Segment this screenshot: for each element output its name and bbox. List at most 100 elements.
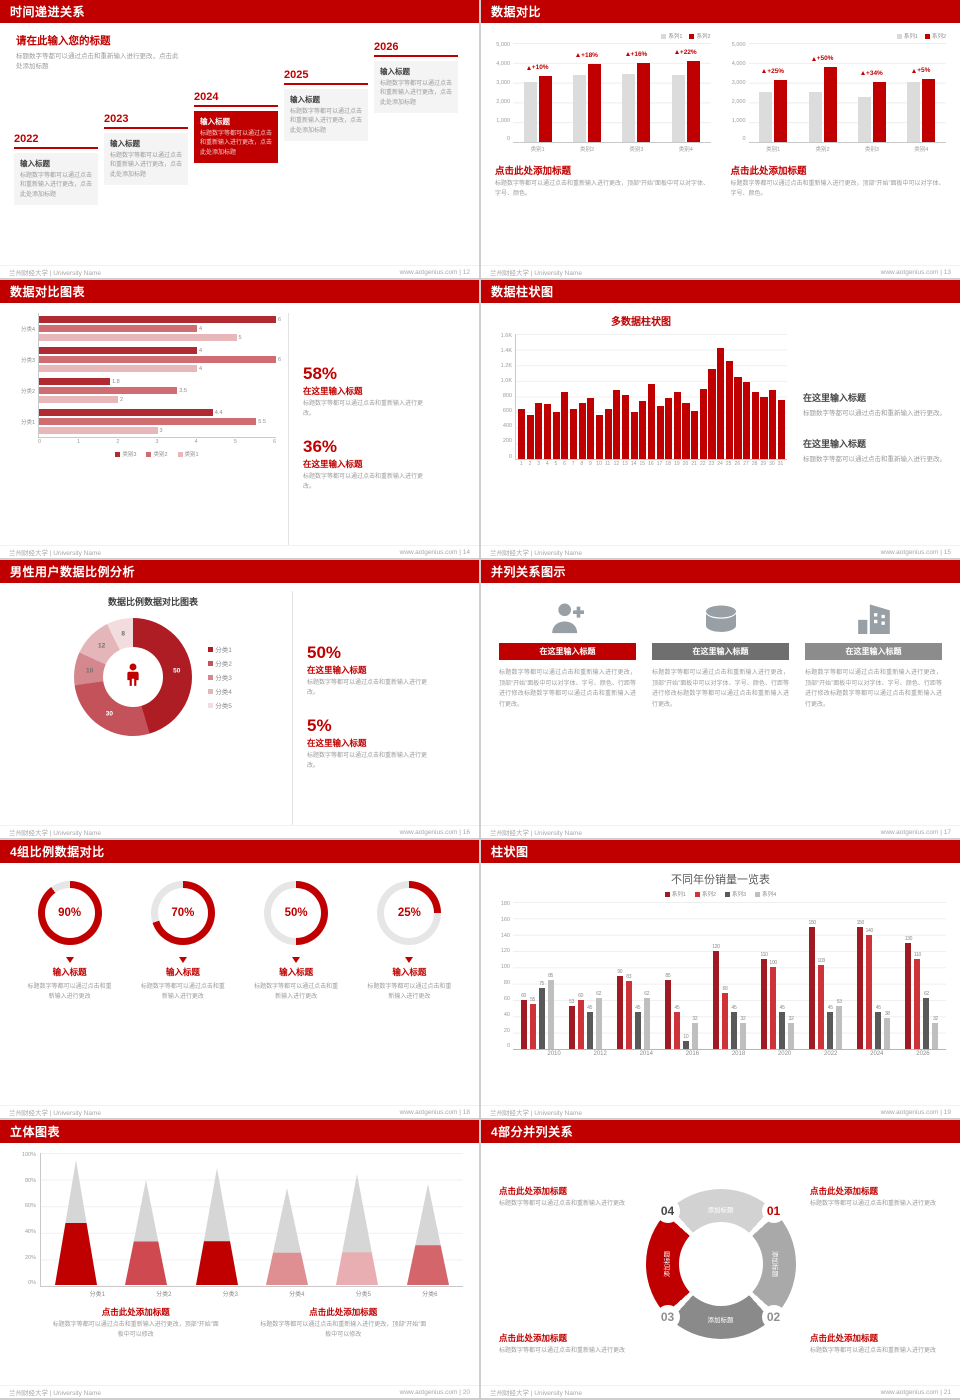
value-label: 38 [884,1010,890,1017]
series2-bar [538,76,552,142]
horizontal-bar-chart: 分类4 6 4 5 分类3 4 6 4 分类2 1.8 3.5 2 分类1 4.4 5.5 3 0 1 2 3 4 5 6 类… [14,313,281,545]
footer-separator: | [457,1388,463,1396]
gauge-percent: 25% [397,907,421,919]
donut-chart: 50 30 10 12 8 [74,618,193,736]
slide-body: 不同年份销量一览表 系列1 系列2 系列3 系列4 180 160 140 120 100 80… [481,863,960,1105]
slide-16-donut-analysis[interactable]: 男性用户数据比例分析 数据比例数据对比图表 50 30 10 12 8 分类1 分类2 分类… [0,560,479,838]
column-bar [630,412,638,459]
column: 10 [681,902,690,1049]
slide-12-timeline[interactable]: 时间递进关系 请在此输入您的标题 标题数字等都可以通过点击和重新输入进行更改，点… [0,0,479,278]
caption-title: 点击此处添加标题 [309,1307,378,1317]
column-bar [730,1012,737,1049]
column: 45 [672,902,681,1049]
footer-separator: | [938,1388,944,1396]
bar-group: 90 83 45 62 [615,902,651,1049]
column-bar [538,987,545,1049]
cycle-diagram: 添加标题 添加标题 添加标题 添加标题 01 02 03 04 [645,1189,796,1339]
slide-14-hbar-chart[interactable]: 数据对比图表 分类4 6 4 5 分类3 4 6 4 分类2 1.8 3.5 2 分类1 4.4 5.5 3 0… [0,280,479,558]
column: 83 [624,902,633,1049]
stat-block: 58% 在这里输入标题 标题数字等都可以通过点击和重新输入进行更改。 [303,365,465,420]
slide-18-ratio-gauges[interactable]: 4组比例数据对比 90% 输入标题 标题数字等都可以通过点击和重新输入进行更改 70%… [0,840,479,1118]
column: 62 [922,902,931,1049]
legend-label: 系列1 [671,892,686,898]
column-bar [866,934,873,1049]
value-label: 4.4 [214,409,223,416]
x-tick-label: 27 [743,461,749,467]
bar-group: 85 45 10 32 [663,902,699,1049]
person-plus-icon [499,595,636,643]
column-title-banner: 在这里输入标题 [805,643,942,660]
y-axis: 1.6K 1.4K 1.2K 1.0K 800 600 400 200 0 [495,333,515,460]
y-tick-label: 80% [24,1177,36,1184]
x-tick-label: 31 [777,461,784,467]
hbar [39,316,276,323]
legend-swatch [924,33,930,39]
x-tick-label: 1 [77,439,81,445]
legend-label: 系列3 [732,892,747,898]
column: 62 [642,902,651,1049]
category-label: 分类2 [20,388,35,395]
column-body: 标题数字等都可以通过点击和重新输入进行更改，顶部“开始”面板中可以对字体、字号、… [652,670,789,708]
text-block: 点击此处添加标题 标题数字等都可以通过点击和重新输入进行更改 [810,1185,942,1210]
column-bar [656,405,664,459]
footer-right: www.aotgenius.com | 21 [881,1389,951,1396]
column-bar [682,1040,689,1049]
slide-footer: 兰州财经大学 | University Name www.aotgenius.c… [0,265,479,278]
hbar [39,347,197,354]
value-label: 130 [904,935,913,942]
value-label: 2 [119,396,124,403]
column-bar [691,410,699,459]
slide-20-3d-cones[interactable]: 立体图表 100% 80% 60% 40% 20% 0% 分类1 分类2 分类3 分类4 分类5 分… [0,1120,479,1398]
value-label: 6 [278,316,282,323]
slide-title: 时间递进关系 [10,5,86,19]
x-tick-label: 10 [596,461,602,467]
column-body: 标题数字等都可以通过点击和重新输入进行更改，顶部“开始”面板中可以对字体、字号、… [805,670,942,708]
value-label: 32 [932,1015,938,1022]
timeline-item: 2025 输入标题 标题数字等都可以通过点击和重新输入进行更改，点击此处添加标题 [284,69,368,141]
text-block: 在这里输入标题 标题数字等都可以通过点击和重新输入进行更改。 [803,437,946,465]
y-tick-label: 120 [500,948,510,955]
slide-13-data-compare[interactable]: 数据对比 系列1 系列2 5,000 4,000 3,000 2,000 1,000 0 +10… [481,0,960,278]
increase-arrow-icon [576,53,581,58]
column: 120 [711,902,720,1049]
slide-21-four-part-cycle[interactable]: 4部分并列关系 点击此处添加标题 标题数字等都可以通过点击和重新输入进行更改 点… [481,1120,960,1398]
x-tick-label: 21 [691,461,697,467]
plot-area: +25% +50% +34% +5% [748,43,946,143]
gauge-percent: 90% [58,907,82,919]
y-tick-label: 600 [502,408,512,415]
y-tick-label: 0 [742,136,746,143]
gauge-block: 25% 输入标题 标题数字等都可以通过点击和重新输入进行更改 [360,881,459,1105]
x-tick-label: 4 [194,439,198,445]
timeline-card-title: 输入标题 [290,95,320,104]
value-label: 85 [665,972,671,979]
gauge-block: 50% 输入标题 标题数字等都可以通过点击和重新输入进行更改 [247,881,346,1105]
column-bar [535,402,543,459]
gauge-body: 标题数字等都可以通过点击和重新输入进行更改 [367,984,452,1001]
x-tick-label: 3 [537,461,540,467]
column-bar [595,998,602,1049]
timeline-card: 输入标题 标题数字等都可以通过点击和重新输入进行更改，点击此处添加标题 [374,61,458,113]
footer-site: www.aotgenius.com [880,1388,939,1396]
x-tick-label: 分类5 [355,1292,371,1298]
stat-block: 50% 在这里输入标题 标题数字等都可以通过点击和重新输入进行更改。 [307,644,465,699]
bar-group: +22% [664,43,708,142]
footer-right: www.aotgenius.com | 20 [400,1389,470,1396]
y-tick-label: 60% [24,1203,36,1210]
column-bar [699,388,707,459]
footer-separator: | [938,828,944,836]
slide-19-grouped-columns[interactable]: 柱状图 不同年份销量一览表 系列1 系列2 系列3 系列4 180 160 140 120 1… [481,840,960,1118]
chart-legend: 系列1 系列2 系列3 系列4 [495,890,946,898]
slide-17-parallel-items[interactable]: 并列关系图示 在这里输入标题 标题数字等都可以通过点击和重新输入进行更改，顶部“开… [481,560,960,838]
column: 38 [883,902,892,1049]
chart-title: 不同年份销量一览表 [671,874,770,886]
hbar-row: 分类4 6 4 5 [14,313,281,344]
column-bar [604,409,612,459]
growth-label: +5% [899,67,943,74]
legend-item: 分类2 [208,658,232,668]
bar-group: 60 55 75 85 [519,902,555,1049]
slide-15-column-chart[interactable]: 数据柱状图 多数据柱状图 1.6K 1.4K 1.2K 1.0K 800 600 400 20… [481,280,960,558]
timeline-card-title: 输入标题 [200,117,230,126]
column-body: 标题数字等都可以通过点击和重新输入进行更改，顶部“开始”面板中可以对字体、字号、… [499,670,636,708]
slide-footer: 兰州财经大学 | University Name www.aotgenius.c… [0,1385,479,1398]
column: 150 [808,902,817,1049]
